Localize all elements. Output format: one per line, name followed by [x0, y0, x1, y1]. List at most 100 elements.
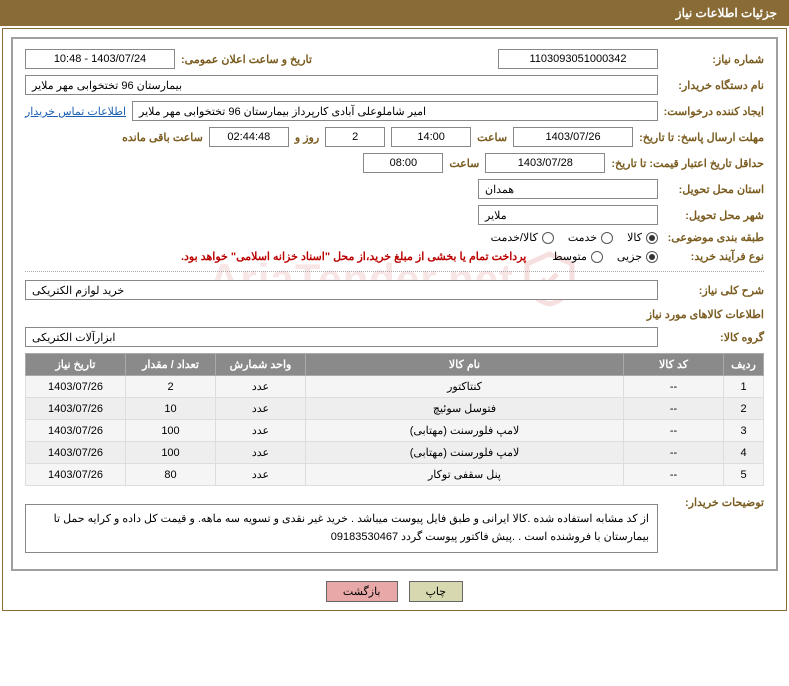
- th-date: تاریخ نیاز: [26, 354, 126, 376]
- radio-icon: [591, 251, 603, 263]
- page-header: جزئیات اطلاعات نیاز: [0, 0, 789, 26]
- remain-time-field: 02:44:48: [209, 127, 289, 147]
- row-requester: ایجاد کننده درخواست: امیر شاملوعلی آبادی…: [25, 101, 764, 121]
- back-button[interactable]: بازگشت: [326, 581, 398, 602]
- buyer-org-field: بیمارستان 96 تختخوابی مهر ملایر: [25, 75, 658, 95]
- need-no-label: شماره نیاز:: [664, 53, 764, 66]
- table-row: 2--فتوسل سوئیچعدد101403/07/26: [26, 398, 764, 420]
- items-table: ردیف کد کالا نام کالا واحد شمارش تعداد /…: [25, 353, 764, 486]
- table-header-row: ردیف کد کالا نام کالا واحد شمارش تعداد /…: [26, 354, 764, 376]
- validity-date-field: 1403/07/28: [485, 153, 605, 173]
- requester-label: ایجاد کننده درخواست:: [664, 105, 764, 118]
- radio-icon: [601, 232, 613, 244]
- purchase-type-radio-group: جزیی متوسط: [552, 250, 658, 263]
- outer-frame: AriaTender.net شماره نیاز: 1103093051000…: [2, 28, 787, 611]
- radio-icon: [646, 251, 658, 263]
- days-label: روز و: [295, 131, 319, 144]
- table-cell: --: [624, 376, 724, 398]
- announce-label: تاریخ و ساعت اعلان عمومی:: [181, 53, 312, 66]
- table-cell: 3: [724, 420, 764, 442]
- th-name: نام کالا: [306, 354, 624, 376]
- requester-field: امیر شاملوعلی آبادی کارپرداز بیمارستان 9…: [132, 101, 658, 121]
- radio-pt-medium[interactable]: متوسط: [552, 250, 603, 263]
- table-cell: فتوسل سوئیچ: [306, 398, 624, 420]
- city-label: شهر محل تحویل:: [664, 209, 764, 222]
- row-city: شهر محل تحویل: ملایر: [25, 205, 764, 225]
- row-deadline: مهلت ارسال پاسخ: تا تاریخ: 1403/07/26 سا…: [25, 127, 764, 147]
- desc-box: از کد مشابه استفاده شده .کالا ایرانی و ط…: [25, 504, 658, 553]
- province-field: همدان: [478, 179, 658, 199]
- table-cell: 100: [126, 420, 216, 442]
- table-cell: 1403/07/26: [26, 376, 126, 398]
- row-description: توضیحات خریدار: از کد مشابه استفاده شده …: [25, 496, 764, 553]
- days-field: 2: [325, 127, 385, 147]
- table-row: 1--کنتاکتورعدد21403/07/26: [26, 376, 764, 398]
- table-cell: 1403/07/26: [26, 420, 126, 442]
- table-cell: 5: [724, 464, 764, 486]
- th-row: ردیف: [724, 354, 764, 376]
- table-cell: عدد: [216, 442, 306, 464]
- table-cell: 2: [724, 398, 764, 420]
- table-cell: 10: [126, 398, 216, 420]
- table-cell: 1403/07/26: [26, 398, 126, 420]
- row-group: گروه کالا: ابزارآلات الکتریکی: [25, 327, 764, 347]
- radio-pt-minor[interactable]: جزیی: [617, 250, 658, 263]
- radio-cat-khedmat[interactable]: خدمت: [568, 231, 613, 244]
- table-cell: --: [624, 420, 724, 442]
- group-label: گروه کالا:: [664, 331, 764, 344]
- row-province: استان محل تحویل: همدان: [25, 179, 764, 199]
- purchase-type-label: نوع فرآیند خرید:: [664, 250, 764, 263]
- category-label: طبقه بندی موضوعی:: [664, 231, 764, 244]
- th-qty: تعداد / مقدار: [126, 354, 216, 376]
- time-label-1: ساعت: [477, 131, 507, 144]
- table-row: 5--پنل سقفی توکارعدد801403/07/26: [26, 464, 764, 486]
- radio-cat-both[interactable]: کالا/خدمت: [491, 231, 554, 244]
- th-unit: واحد شمارش: [216, 354, 306, 376]
- table-cell: پنل سقفی توکار: [306, 464, 624, 486]
- table-cell: عدد: [216, 398, 306, 420]
- table-cell: 80: [126, 464, 216, 486]
- group-field: ابزارآلات الکتریکی: [25, 327, 658, 347]
- table-cell: 1403/07/26: [26, 464, 126, 486]
- province-label: استان محل تحویل:: [664, 183, 764, 196]
- overall-field: خرید لوازم الکتریکی: [25, 280, 658, 300]
- row-buyer-org: نام دستگاه خریدار: بیمارستان 96 تختخوابی…: [25, 75, 764, 95]
- payment-note: پرداخت تمام یا بخشی از مبلغ خرید،از محل …: [181, 250, 526, 263]
- table-cell: --: [624, 398, 724, 420]
- button-row: چاپ بازگشت: [11, 581, 778, 602]
- table-cell: لامپ فلورسنت (مهتابی): [306, 420, 624, 442]
- main-panel: AriaTender.net شماره نیاز: 1103093051000…: [11, 37, 778, 571]
- table-cell: لامپ فلورسنت (مهتابی): [306, 442, 624, 464]
- row-overall: شرح کلی نیاز: خرید لوازم الکتریکی: [25, 280, 764, 300]
- radio-cat-kala[interactable]: کالا: [627, 231, 658, 244]
- table-cell: عدد: [216, 376, 306, 398]
- radio-icon: [542, 232, 554, 244]
- th-code: کد کالا: [624, 354, 724, 376]
- table-cell: --: [624, 442, 724, 464]
- table-cell: عدد: [216, 420, 306, 442]
- items-section-title: اطلاعات کالاهای مورد نیاز: [25, 308, 764, 321]
- row-need-no: شماره نیاز: 1103093051000342 تاریخ و ساع…: [25, 49, 764, 69]
- page-title: جزئیات اطلاعات نیاز: [676, 6, 777, 20]
- city-field: ملایر: [478, 205, 658, 225]
- contact-link[interactable]: اطلاعات تماس خریدار: [25, 105, 126, 118]
- validity-time-field: 08:00: [363, 153, 443, 173]
- overall-label: شرح کلی نیاز:: [664, 284, 764, 297]
- row-category: طبقه بندی موضوعی: کالا خدمت کالا/خدمت: [25, 231, 764, 244]
- table-row: 4--لامپ فلورسنت (مهتابی)عدد1001403/07/26: [26, 442, 764, 464]
- deadline-time-field: 14:00: [391, 127, 471, 147]
- separator: [25, 271, 764, 272]
- time-label-2: ساعت: [449, 157, 479, 170]
- category-radio-group: کالا خدمت کالا/خدمت: [491, 231, 658, 244]
- row-purchase-type: نوع فرآیند خرید: جزیی متوسط پرداخت تمام …: [25, 250, 764, 263]
- validity-label: حداقل تاریخ اعتبار قیمت: تا تاریخ:: [611, 157, 764, 170]
- print-button[interactable]: چاپ: [409, 581, 464, 602]
- row-validity: حداقل تاریخ اعتبار قیمت: تا تاریخ: 1403/…: [25, 153, 764, 173]
- announce-field: 1403/07/24 - 10:48: [25, 49, 175, 69]
- table-cell: 100: [126, 442, 216, 464]
- table-cell: 1: [724, 376, 764, 398]
- buyer-org-label: نام دستگاه خریدار:: [664, 79, 764, 92]
- desc-label: توضیحات خریدار:: [664, 496, 764, 509]
- deadline-label: مهلت ارسال پاسخ: تا تاریخ:: [639, 131, 764, 144]
- table-cell: کنتاکتور: [306, 376, 624, 398]
